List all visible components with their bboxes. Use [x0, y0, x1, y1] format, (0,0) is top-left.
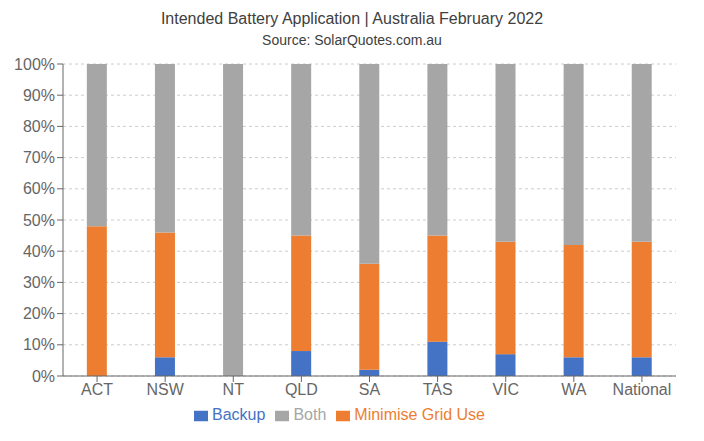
html-text:Source: SolarQuotes.com.au: Source: SolarQuotes.com.au	[262, 32, 442, 48]
svg-text:QLD: QLD	[285, 381, 318, 398]
svg-text:ACT: ACT	[81, 381, 113, 398]
svg-text:NT: NT	[223, 381, 245, 398]
svg-text:100%: 100%	[14, 56, 55, 73]
html-text:Backup: Backup	[212, 406, 266, 423]
svg-text:NSW: NSW	[147, 381, 185, 398]
html-text:Both: Both	[293, 406, 327, 423]
svg-text:VIC: VIC	[492, 381, 519, 398]
svg-text:0%: 0%	[32, 368, 55, 385]
svg-text:WA: WA	[561, 381, 587, 398]
svg-text:SA: SA	[359, 381, 381, 398]
html-text:Minimise Grid Use: Minimise Grid Use	[354, 406, 485, 423]
svg-text:National: National	[613, 381, 672, 398]
svg-text:70%: 70%	[23, 149, 55, 166]
svg-text:50%: 50%	[23, 212, 55, 229]
svg-text:60%: 60%	[23, 180, 55, 197]
html-text:Intended Battery Application |: Intended Battery Application | Australia…	[160, 10, 544, 27]
svg-text:90%: 90%	[23, 87, 55, 104]
svg-text:40%: 40%	[23, 243, 55, 260]
svg-text:30%: 30%	[23, 274, 55, 291]
svg-text:20%: 20%	[23, 305, 55, 322]
svg-text:TAS: TAS	[423, 381, 453, 398]
svg-text:80%: 80%	[23, 118, 55, 135]
svg-text:10%: 10%	[23, 336, 55, 353]
